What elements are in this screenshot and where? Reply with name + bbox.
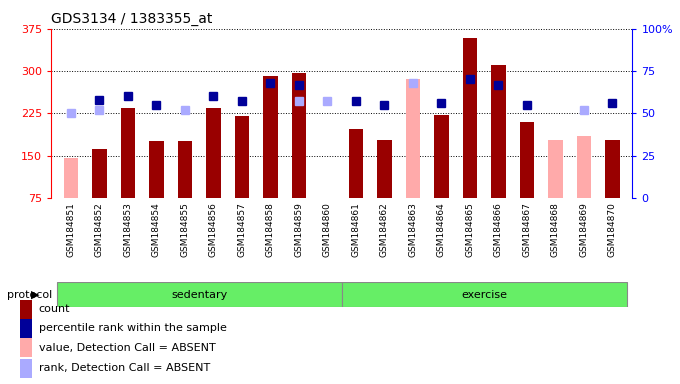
Text: percentile rank within the sample: percentile rank within the sample: [39, 323, 226, 333]
Bar: [377, 140, 392, 198]
Bar: [206, 108, 220, 198]
Text: GSM184857: GSM184857: [237, 202, 246, 257]
Text: GSM184851: GSM184851: [67, 202, 75, 257]
Bar: [20, 300, 32, 319]
Text: value, Detection Call = ABSENT: value, Detection Call = ABSENT: [39, 343, 216, 353]
Bar: [548, 140, 562, 198]
Bar: [178, 141, 192, 198]
Text: protocol: protocol: [7, 290, 52, 300]
Text: GSM184860: GSM184860: [323, 202, 332, 257]
Bar: [235, 116, 249, 198]
Bar: [20, 319, 32, 338]
Text: GSM184868: GSM184868: [551, 202, 560, 257]
Text: GSM184853: GSM184853: [124, 202, 133, 257]
Bar: [342, 282, 627, 307]
Text: GSM184867: GSM184867: [522, 202, 532, 257]
Bar: [492, 65, 505, 198]
Bar: [292, 73, 306, 198]
Bar: [520, 122, 534, 198]
Text: count: count: [39, 304, 70, 314]
Text: GSM184856: GSM184856: [209, 202, 218, 257]
Bar: [20, 359, 32, 378]
Text: GSM184870: GSM184870: [608, 202, 617, 257]
Bar: [92, 149, 107, 198]
Bar: [463, 38, 477, 198]
Text: GSM184862: GSM184862: [380, 202, 389, 257]
Text: GSM184858: GSM184858: [266, 202, 275, 257]
Bar: [20, 338, 32, 357]
Bar: [349, 129, 363, 198]
Bar: [577, 136, 591, 198]
Bar: [605, 140, 619, 198]
Bar: [263, 76, 277, 198]
Bar: [435, 115, 449, 198]
Bar: [406, 79, 420, 198]
Text: GSM184865: GSM184865: [465, 202, 475, 257]
Text: GSM184863: GSM184863: [409, 202, 418, 257]
Bar: [121, 108, 135, 198]
Text: GSM184869: GSM184869: [579, 202, 588, 257]
Text: GSM184866: GSM184866: [494, 202, 503, 257]
Text: ▶: ▶: [31, 290, 39, 300]
Text: GSM184852: GSM184852: [95, 202, 104, 257]
Bar: [150, 141, 164, 198]
Text: GDS3134 / 1383355_at: GDS3134 / 1383355_at: [51, 12, 212, 26]
Text: rank, Detection Call = ABSENT: rank, Detection Call = ABSENT: [39, 363, 210, 373]
Text: GSM184861: GSM184861: [352, 202, 360, 257]
Text: GSM184864: GSM184864: [437, 202, 446, 257]
Bar: [56, 282, 342, 307]
Text: GSM184855: GSM184855: [180, 202, 190, 257]
Text: GSM184859: GSM184859: [294, 202, 303, 257]
Text: sedentary: sedentary: [171, 290, 227, 300]
Text: exercise: exercise: [461, 290, 507, 300]
Text: GSM184854: GSM184854: [152, 202, 161, 257]
Bar: [64, 158, 78, 198]
